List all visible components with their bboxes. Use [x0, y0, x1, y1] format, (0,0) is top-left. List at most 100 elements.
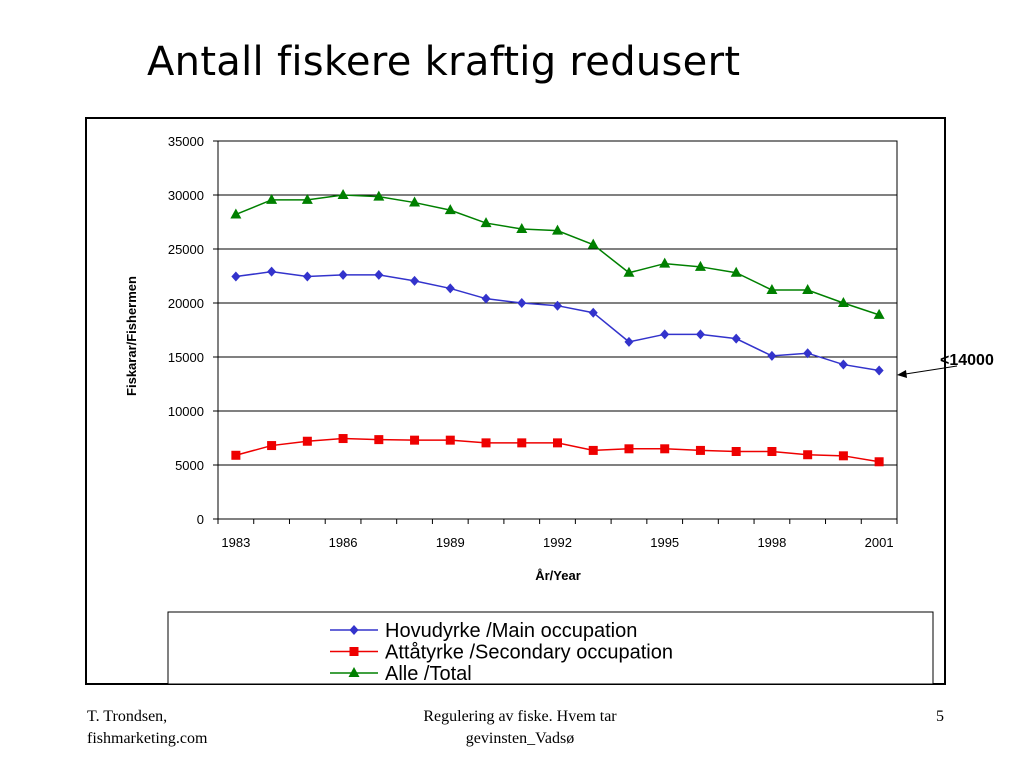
- page-number: 5: [936, 708, 944, 725]
- data-point: [267, 266, 277, 277]
- data-point: [624, 444, 634, 454]
- x-tick-label: 1995: [650, 535, 679, 550]
- annotation: <14000: [897, 352, 994, 378]
- footer-title-line2: gevinsten_Vadsø: [465, 730, 575, 747]
- footer-author-site: fishmarketing.com: [87, 730, 208, 747]
- data-point: [623, 266, 635, 277]
- data-point: [301, 193, 313, 204]
- series-3: [230, 189, 885, 319]
- legend-marker: [349, 647, 359, 656]
- data-point: [731, 333, 741, 344]
- footer-title-line1: Regulering av fiske. Hvem tar: [423, 708, 617, 725]
- data-point: [838, 451, 848, 461]
- x-tick-label: 1998: [757, 535, 786, 550]
- y-tick-label: 20000: [168, 296, 204, 311]
- annotation-arrowhead: [897, 370, 907, 378]
- data-point: [516, 223, 528, 234]
- data-point: [480, 217, 492, 228]
- x-axis-ticks: 1983 1986 1989 1992 1995 1998 2001: [217, 519, 898, 550]
- data-point: [481, 438, 491, 448]
- data-point: [766, 284, 778, 295]
- data-point: [338, 269, 348, 280]
- data-point: [553, 438, 562, 448]
- data-point: [873, 308, 885, 319]
- chart-frame: [85, 117, 946, 685]
- data-point: [410, 435, 420, 445]
- data-point: [373, 190, 385, 201]
- legend-box: [167, 611, 934, 685]
- y-tick-label: 0: [197, 512, 204, 527]
- legend-entry-1: Hovudyrke /Main occupation: [330, 620, 637, 642]
- data-point: [624, 336, 634, 347]
- y-tick-label: 15000: [168, 350, 204, 365]
- data-point: [445, 435, 455, 445]
- data-point: [444, 204, 456, 215]
- legend-marker: [349, 625, 359, 635]
- data-point: [445, 283, 455, 294]
- page-title: Antall fiskere kraftig redusert: [147, 39, 741, 85]
- y-tick-label: 25000: [168, 242, 204, 257]
- data-point: [767, 350, 777, 361]
- data-point: [767, 447, 777, 456]
- data-point: [803, 450, 813, 460]
- footer-author: T. Trondsen, fishmarketing.com: [87, 706, 207, 750]
- data-point: [874, 457, 884, 467]
- data-point: [838, 359, 848, 370]
- x-tick-label: 1989: [436, 535, 465, 550]
- series-2: [231, 434, 884, 467]
- footer-author-name: T. Trondsen,: [87, 708, 168, 725]
- legend-marker: [348, 667, 360, 677]
- data-point: [588, 445, 598, 455]
- legend-entry-3: Alle /Total: [330, 663, 472, 685]
- data-point: [230, 208, 242, 219]
- legend-label: Hovudyrke /Main occupation: [385, 620, 637, 642]
- data-point: [337, 189, 349, 199]
- data-point: [517, 298, 527, 308]
- y-tick-label: 30000: [168, 188, 204, 203]
- series-1: [231, 266, 884, 376]
- data-point: [588, 307, 598, 318]
- x-tick-label: 1983: [221, 535, 250, 550]
- data-point: [695, 445, 705, 455]
- data-point: [660, 329, 670, 340]
- x-axis-label: År/Year: [535, 568, 581, 583]
- y-axis-label: Fiskarar/Fishermen: [124, 276, 139, 396]
- data-point: [802, 284, 814, 295]
- y-axis-ticks: 0 5000 10000 15000 20000 25000 30000 35000: [168, 134, 218, 527]
- y-tick-label: 5000: [175, 458, 204, 473]
- x-tick-label: 1992: [543, 535, 572, 550]
- y-tick-label: 35000: [168, 134, 204, 149]
- x-tick-label: 1986: [329, 535, 358, 550]
- data-point: [302, 271, 312, 282]
- data-point: [374, 435, 384, 445]
- data-point: [553, 300, 562, 311]
- data-point: [695, 329, 705, 340]
- legend-label: Alle /Total: [385, 663, 472, 685]
- data-point: [803, 348, 813, 359]
- data-point: [730, 266, 742, 277]
- data-point: [517, 438, 527, 448]
- data-point: [410, 275, 420, 286]
- data-point: [660, 444, 670, 454]
- data-point: [694, 260, 706, 271]
- series-layer: [230, 189, 885, 467]
- legend-entry-2: Attåtyrke /Secondary occupation: [330, 642, 673, 664]
- data-point: [374, 269, 384, 280]
- data-point: [266, 193, 278, 204]
- y-tick-label: 10000: [168, 404, 204, 419]
- data-point: [409, 196, 421, 207]
- footer-presentation-title: Regulering av fiske. Hvem tar gevinsten_…: [390, 706, 650, 750]
- plot-area: [217, 140, 898, 520]
- data-point: [659, 257, 671, 268]
- data-point: [338, 434, 348, 444]
- data-point: [552, 224, 563, 235]
- legend-label: Attåtyrke /Secondary occupation: [385, 642, 673, 664]
- data-point: [231, 271, 241, 282]
- annotation-arrow: [898, 365, 958, 376]
- data-point: [587, 238, 599, 249]
- data-point: [481, 293, 491, 304]
- data-point: [267, 441, 277, 451]
- data-point: [731, 447, 741, 456]
